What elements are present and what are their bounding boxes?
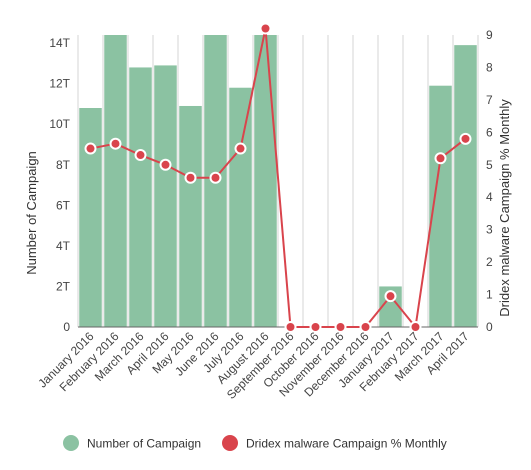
line-point: [309, 321, 322, 333]
left-axis-title: Number of Campaign: [24, 151, 39, 275]
bar: [154, 65, 177, 328]
right-tick-label: 3: [486, 223, 493, 237]
line-point: [359, 321, 372, 333]
right-tick-label: 7: [486, 93, 493, 107]
grid: [77, 35, 479, 327]
left-tick-label: 4T: [56, 239, 71, 253]
bar: [79, 108, 102, 327]
legend-swatch-bars: [63, 435, 79, 451]
right-tick-label: 0: [486, 320, 493, 334]
left-tick-label: 6T: [56, 198, 71, 212]
bar: [229, 87, 252, 327]
bar: [179, 105, 202, 327]
line-point: [284, 321, 297, 333]
legend-swatch-line: [222, 435, 238, 451]
line-point: [259, 22, 272, 35]
line-point: [459, 132, 472, 145]
line-point: [159, 158, 172, 171]
right-tick-label: 8: [486, 60, 493, 74]
line-path: [90, 28, 467, 330]
bar: [429, 85, 452, 327]
left-tick-label: 10T: [49, 117, 70, 131]
right-tick-label: 2: [486, 255, 493, 269]
right-tick-label: 1: [486, 288, 493, 302]
line-point: [434, 152, 447, 165]
left-tick-label: 2T: [56, 279, 71, 293]
left-tick-label: 0: [63, 320, 70, 334]
left-tick-label: 14T: [49, 36, 70, 50]
line-series: [84, 22, 472, 333]
line-point: [409, 321, 422, 333]
right-tick-label: 5: [486, 158, 493, 172]
line-point: [384, 290, 397, 303]
legend-label-bars: Number of Campaign: [87, 437, 201, 451]
line-point: [209, 171, 222, 184]
bar-series: [79, 35, 477, 328]
line-point: [334, 321, 347, 333]
legend-item-percent[interactable]: Dridex malware Campaign % Monthly: [222, 435, 447, 451]
legend-item-campaigns[interactable]: Number of Campaign: [63, 435, 201, 451]
bar: [104, 35, 127, 327]
line-point: [84, 142, 97, 155]
legend: Number of Campaign Dridex malware Campai…: [63, 435, 447, 451]
line-point: [234, 142, 247, 155]
line-point: [109, 137, 122, 150]
legend-label-line: Dridex malware Campaign % Monthly: [246, 437, 447, 451]
right-axis-title: Dridex malware Campaign % Monthly: [497, 99, 512, 317]
left-tick-label: 12T: [49, 77, 70, 91]
left-tick-label: 8T: [56, 158, 71, 172]
line-point: [134, 149, 147, 162]
bar: [129, 67, 152, 327]
right-tick-label: 6: [486, 125, 493, 139]
bar: [454, 45, 477, 328]
bar: [254, 35, 277, 327]
right-tick-label: 9: [486, 28, 493, 42]
right-tick-label: 4: [486, 190, 493, 204]
line-point: [184, 171, 197, 184]
